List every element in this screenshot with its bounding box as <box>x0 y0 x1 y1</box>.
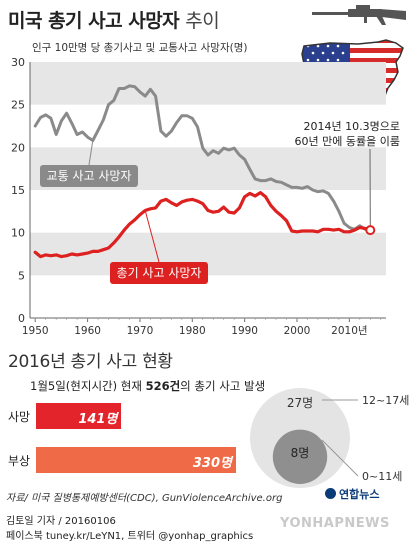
yonhap-logo: 연합뉴스 <box>325 486 379 502</box>
x-tick-label-6: 2010년 <box>331 325 367 337</box>
rifle-icon <box>312 5 406 25</box>
gun-deaths-line <box>33 191 372 259</box>
x-tick-label-1: 1960 <box>74 325 101 337</box>
y-tick-label-4: 20 <box>11 141 25 154</box>
unit-note: 인구 10만명 당 총기사고 및 교통사고 사망자(명) <box>32 42 248 54</box>
credit-line1: 김토일 기자 / 20160106 <box>6 516 116 527</box>
annotation-point <box>365 225 376 236</box>
credit-line2: 페이스북 tuney.kr/LeYN1, 트위터 @yonhap_graphic… <box>6 531 254 542</box>
status-date: 1월5일(현지시간) <box>30 379 118 393</box>
status-sub-text: 현재 <box>117 379 146 393</box>
circle-big-count: 27명 <box>287 396 313 410</box>
chart-series <box>33 84 372 259</box>
gun-label-pointer <box>144 210 160 263</box>
age-circles: 27명 8명 12~17세 0~11세 <box>250 388 409 488</box>
credit-note: 김토일 기자 / 20160106 페이스북 tuney.kr/LeYN1, 트… <box>6 514 253 544</box>
annotation-line1: 2014년 10.3명으로 <box>304 120 400 133</box>
status-sub-note: 1월5일(현지시간) 현재 526건의 총기 사고 발생 <box>30 378 265 394</box>
y-tick-label-1: 5 <box>18 269 25 282</box>
x-tick-label-2: 1970 <box>127 325 154 337</box>
traffic-series-label: 교통 사고 사망자 <box>47 169 132 183</box>
y-tick-label-6: 30 <box>11 56 25 69</box>
line-chart: 0 5 10 15 20 25 30 1950 1960 1970 1980 1990 2000 2010… <box>11 56 400 337</box>
y-tick-label-0: 0 <box>18 312 25 325</box>
x-tick-label-0: 1950 <box>22 325 49 337</box>
bar-label-deaths: 사망 <box>8 410 31 424</box>
logo-text: 연합뉴스 <box>339 488 380 501</box>
y-tick-label-5: 25 <box>11 99 25 112</box>
x-tick-label-3: 1980 <box>179 325 206 337</box>
circle-small-age: 0~11세 <box>362 470 402 483</box>
bar-label-injuries: 부상 <box>8 454 31 468</box>
grid-band-2 <box>30 62 386 105</box>
chart-labels: 교통 사고 사망자 총기 사고 사망자 2014년 10.3명으로 60년 만에… <box>40 120 400 284</box>
circle-small-count: 8명 <box>291 446 310 460</box>
source-note: 자료/ 미국 질병통제예방센터(CDC), GunViolenceArchive… <box>6 493 283 504</box>
gun-series-label-box: 총기 사고 사망자 <box>110 262 208 284</box>
traffic-deaths-line <box>33 84 372 232</box>
status-section-title: 2016년 총기 사고 현황 <box>8 352 173 372</box>
bar-value-deaths: 141명 <box>78 412 118 427</box>
chart-axes: 0 5 10 15 20 25 30 1950 1960 1970 1980 1990 2000 2010… <box>11 56 386 337</box>
title-main-text: 미국 총기 사고 사망자 <box>8 10 180 32</box>
watermark: YONHAPNEWS <box>280 516 390 531</box>
logo-icon <box>325 488 336 499</box>
status-suffix: 의 총기 사고 발생 <box>180 379 266 393</box>
traffic-series-label-box: 교통 사고 사망자 <box>40 165 138 187</box>
leader-line-0-11 <box>321 439 359 477</box>
bar-deaths <box>36 403 122 429</box>
annotation-line2: 60년 만에 동률을 이룸 <box>295 135 400 148</box>
page-title: 미국 총기 사고 사망자 추이 <box>8 6 220 33</box>
x-tick-label-4: 1990 <box>231 325 258 337</box>
status-count: 526건 <box>145 379 181 393</box>
gun-series-label: 총기 사고 사망자 <box>117 266 202 280</box>
y-tick-label-2: 10 <box>11 227 25 240</box>
bar-value-injuries: 330명 <box>192 456 232 471</box>
bar-injuries <box>36 447 236 473</box>
traffic-label-pointer <box>88 140 94 166</box>
title-sub-text: 추이 <box>185 10 220 32</box>
circle-0-11 <box>272 429 328 484</box>
circle-big-age: 12~17세 <box>362 394 409 407</box>
y-tick-label-3: 15 <box>11 184 25 197</box>
x-tick-label-5: 2000 <box>284 325 311 337</box>
